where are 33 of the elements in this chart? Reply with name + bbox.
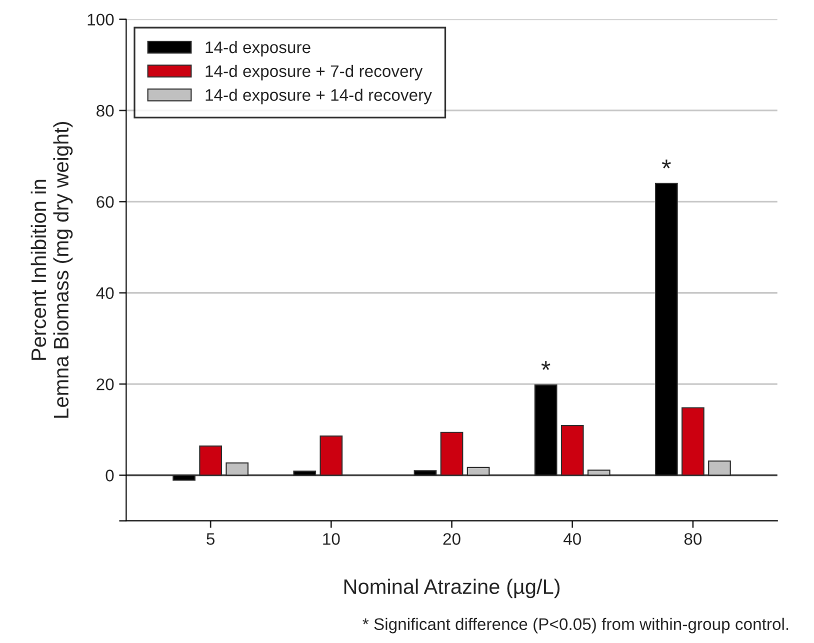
y-tick-label: 40	[96, 287, 114, 300]
bar	[172, 474, 196, 481]
bar	[708, 460, 731, 476]
bar	[414, 470, 437, 476]
y-axis-title: Percent Inhibition in Lemna Biomass (mg dry weight)	[30, 122, 73, 418]
y-tick-label: 20	[96, 378, 114, 390]
x-tick-label: 20	[443, 533, 460, 545]
x-tick-label: 10	[323, 533, 340, 545]
y-tick-label: 0	[106, 470, 114, 482]
bar	[466, 466, 490, 476]
bar	[320, 435, 343, 476]
x-tick-label: 40	[563, 533, 581, 545]
x-tick-label: 5	[206, 533, 215, 545]
data-label: *	[662, 160, 671, 168]
y-tick-label: 100	[88, 14, 114, 26]
bar	[199, 446, 222, 476]
bar	[534, 384, 558, 476]
bar	[560, 424, 584, 476]
legend-label: 14-d exposure	[206, 40, 310, 56]
bar	[587, 470, 610, 476]
bar	[682, 407, 704, 476]
x-tick-label: 80	[684, 533, 702, 545]
bar	[293, 470, 316, 476]
y-tick-label: 60	[96, 196, 114, 208]
y-tick-label: 80	[96, 104, 114, 117]
bar	[226, 462, 249, 476]
legend-label: 14-d exposure + 14-d recovery	[206, 88, 432, 104]
x-axis-title: Nominal Atrazine (µg/L)	[344, 578, 560, 598]
text: * Significant difference (P<0.05) from within-group control.	[362, 618, 788, 634]
bar	[654, 182, 678, 476]
legend-label: 14-d exposure + 7-d recovery	[206, 64, 423, 80]
bar	[440, 432, 464, 476]
data-label: *	[541, 361, 550, 370]
